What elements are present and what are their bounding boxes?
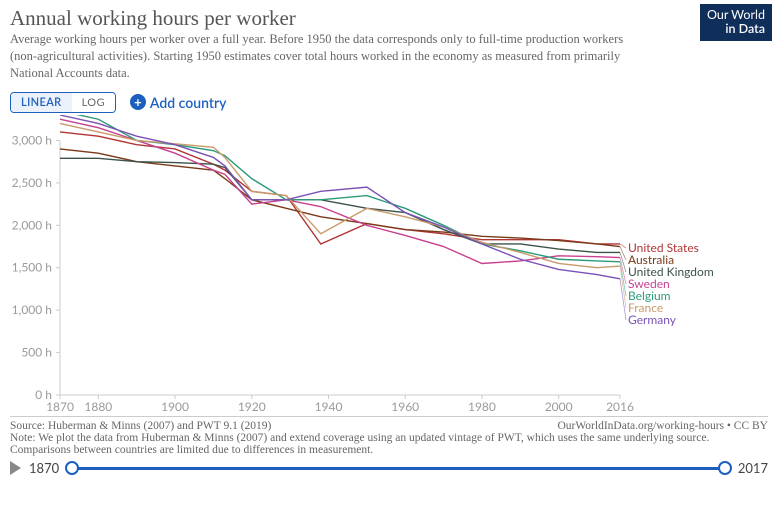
timeline-end-label: 2017 [738,460,768,476]
y-tick-label: 2,000 h [12,217,52,232]
plus-icon: + [130,94,146,110]
label-connector [620,246,626,259]
slider-handle-end[interactable] [718,461,732,475]
linear-toggle[interactable]: LINEAR [11,93,72,112]
play-icon[interactable] [10,461,21,475]
x-tick-label: 2000 [545,399,573,413]
series-line[interactable] [60,158,620,252]
log-toggle[interactable]: LOG [72,93,115,112]
x-tick-label: 2016 [606,399,634,413]
y-tick-label: 500 h [21,344,52,359]
chart-title: Annual working hours per worker [10,6,768,31]
add-country-label: Add country [150,94,227,111]
x-tick-label: 1920 [238,399,266,413]
y-tick-label: 1,000 h [12,302,52,317]
x-tick-label: 1880 [84,399,112,413]
add-country-button[interactable]: + Add country [130,94,227,111]
y-tick-label: 1,500 h [12,259,52,274]
chart-subtitle: Average working hours per worker over a … [10,31,650,82]
attribution-text: OurWorldInData.org/working-hours • CC BY [557,420,768,432]
source-text: Source: Huberman & Minns (2007) and PWT … [10,420,271,432]
y-tick-label: 3,000 h [12,132,52,147]
logo-line2: in Data [707,22,765,36]
owid-logo[interactable]: Our World in Data [700,4,772,41]
x-tick-label: 1900 [161,399,189,413]
y-tick-label: 2,500 h [12,175,52,190]
x-tick-label: 1960 [391,399,419,413]
note-text: Note: We plot the data from Huberman & M… [10,432,768,456]
scale-toggle: LINEAR LOG [10,92,116,113]
series-label[interactable]: Germany [628,312,677,327]
x-tick-label: 1940 [315,399,343,413]
series-line[interactable] [60,132,620,244]
timeline-start-label: 1870 [29,460,59,476]
x-tick-label: 1980 [468,399,496,413]
label-connector [620,244,626,248]
x-tick-label: 1870 [46,399,74,413]
timeline-slider[interactable] [67,460,730,476]
slider-handle-start[interactable] [65,461,79,475]
line-chart[interactable]: 0 h500 h1,000 h1,500 h2,000 h2,500 h3,00… [0,115,778,413]
logo-line1: Our World [707,8,765,22]
slider-track [67,467,730,470]
